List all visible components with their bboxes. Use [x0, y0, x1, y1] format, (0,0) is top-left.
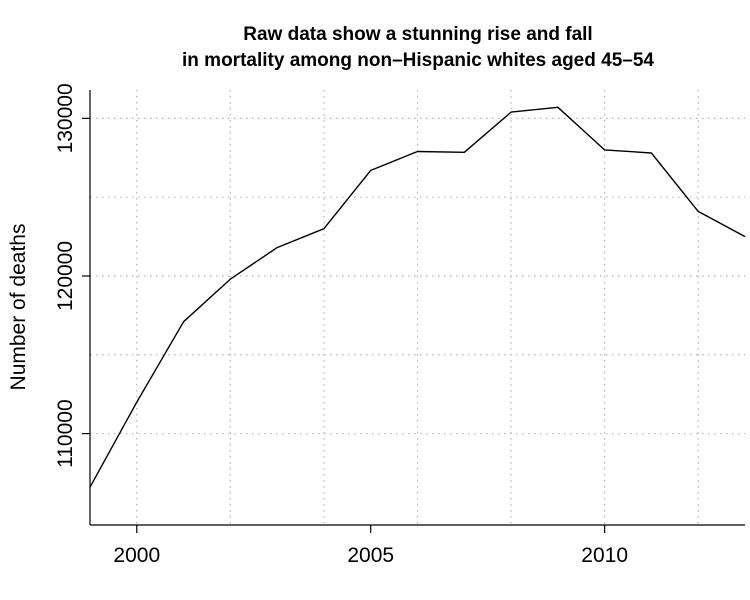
series-line-1 — [89, 106, 746, 488]
y-tick-label: 110000 — [54, 399, 77, 468]
series-layer — [89, 106, 746, 488]
y-tick-label: 130000 — [54, 83, 77, 153]
axes — [82, 90, 745, 533]
x-tick-label: 2005 — [347, 544, 394, 567]
tick-labels: 2000 2005 2010 110000 120000 130000 — [54, 83, 628, 567]
grid — [90, 90, 745, 525]
chart-title-line-2: in mortality among non–Hispanic whites a… — [182, 50, 654, 71]
y-axis-title: Number of deaths — [7, 224, 30, 391]
x-tick-label: 2000 — [113, 544, 160, 567]
x-tick-label: 2010 — [581, 544, 628, 567]
y-tick-label: 120000 — [54, 241, 77, 311]
chart-title-line-1: Raw data show a stunning rise and fall — [243, 24, 592, 45]
